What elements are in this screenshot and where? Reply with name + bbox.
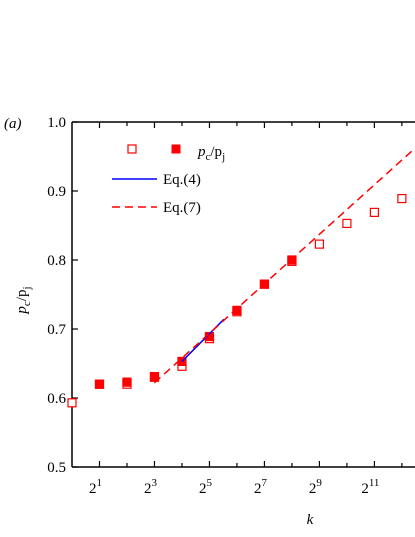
tick-exp: 11 <box>369 477 380 489</box>
x-tick-label: 27 <box>254 477 268 497</box>
tick-base: 2 <box>361 481 369 497</box>
label-part: p <box>197 144 206 160</box>
label-part: /p <box>210 144 222 160</box>
y-axis-label: pc/pj <box>14 286 33 314</box>
tick-base: 2 <box>309 481 317 497</box>
x-axis-label: k <box>307 512 314 528</box>
tick-exp: 3 <box>151 477 157 489</box>
data-point <box>122 377 132 387</box>
tick-base: 2 <box>144 481 152 497</box>
data-point <box>342 218 352 229</box>
y-tick-label: 0.6 <box>47 391 66 407</box>
data-point <box>94 379 105 389</box>
x-tick-label: 25 <box>199 477 213 497</box>
x-tick-label: 29 <box>309 477 323 497</box>
legend-marker <box>171 144 181 154</box>
x-tick-label: 23 <box>144 477 158 497</box>
data-point <box>67 398 77 408</box>
y-tick-label: 0.7 <box>47 322 66 338</box>
data-point <box>232 305 242 315</box>
x-tick-label: 21 <box>89 477 102 497</box>
fit-line <box>153 147 415 384</box>
y-tick-label: 0.9 <box>47 184 66 200</box>
tick-exp: 7 <box>261 477 267 489</box>
tick-base: 2 <box>89 481 97 497</box>
legend-label: pc/pj <box>197 144 225 163</box>
label-part: c <box>206 151 211 163</box>
x-tick-label: 211 <box>361 477 379 497</box>
y-tick-label: 1.0 <box>47 115 66 131</box>
label-part: c <box>21 301 33 306</box>
data-point <box>314 239 325 249</box>
tick-base: 2 <box>254 481 262 497</box>
label-part: p <box>14 306 30 315</box>
tick-exp: 5 <box>206 477 212 489</box>
tick-exp: 9 <box>316 477 322 489</box>
label-part: j <box>221 151 225 163</box>
panel-label: (a) <box>4 116 22 132</box>
legend-label: Eq.(4) <box>163 172 201 188</box>
tick-exp: 1 <box>96 477 102 489</box>
data-point <box>369 207 380 217</box>
y-tick-label: 0.5 <box>47 460 66 476</box>
data-point <box>397 193 407 204</box>
tick-base: 2 <box>199 481 207 497</box>
legend-marker <box>127 144 137 154</box>
data-point <box>149 372 160 382</box>
label-part: j <box>21 286 33 290</box>
y-tick-label: 0.8 <box>47 253 66 269</box>
label-part: /p <box>14 290 30 302</box>
legend-label: Eq.(7) <box>163 200 201 216</box>
